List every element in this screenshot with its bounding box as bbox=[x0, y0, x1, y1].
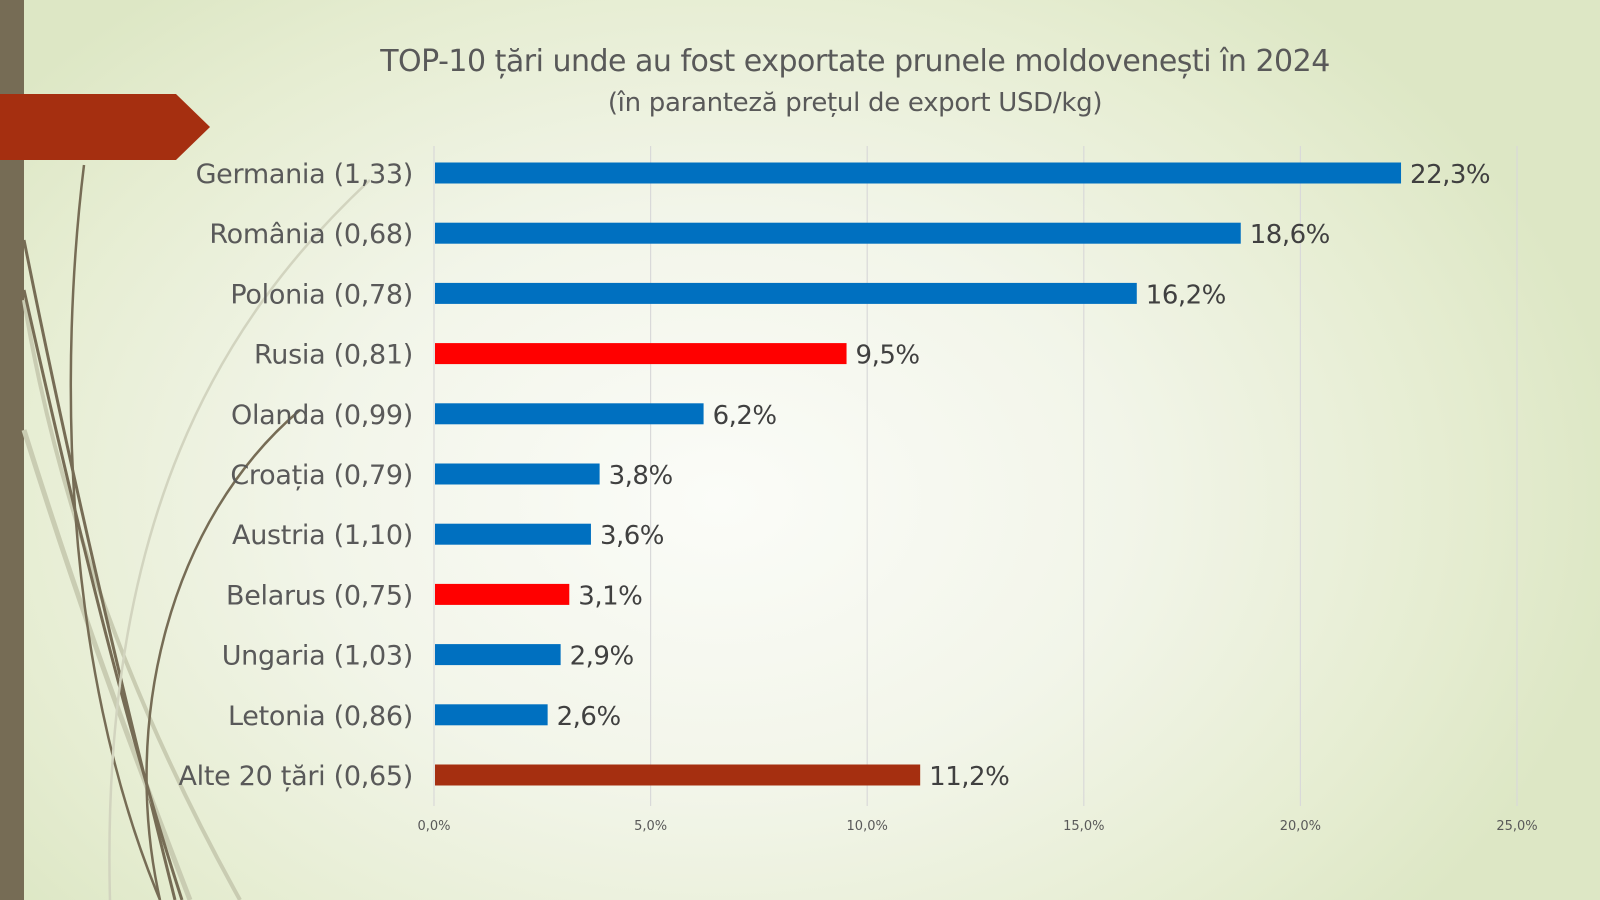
data-label: 6,2% bbox=[713, 401, 777, 431]
bar bbox=[435, 583, 570, 605]
bars bbox=[435, 162, 1402, 786]
category-label: Belarus (0,75) bbox=[226, 580, 413, 611]
bar bbox=[435, 463, 600, 485]
x-axis-ticks: 0,0% 5,0% 10,0% 15,0% 20,0% 25,0% bbox=[417, 819, 1537, 834]
x-tick-label: 15,0% bbox=[1063, 819, 1104, 834]
x-tick-label: 25,0% bbox=[1496, 819, 1537, 834]
category-label: Letonia (0,86) bbox=[228, 701, 413, 732]
category-label: Germania (1,33) bbox=[196, 159, 413, 190]
category-label: Olanda (0,99) bbox=[231, 400, 413, 431]
x-tick-label: 20,0% bbox=[1280, 819, 1321, 834]
category-labels: Germania (1,33) România (0,68) Polonia (0,… bbox=[179, 159, 414, 792]
data-label: 3,6% bbox=[600, 521, 664, 551]
category-label: Ungaria (1,03) bbox=[222, 641, 413, 672]
category-label: Polonia (0,78) bbox=[230, 279, 413, 310]
bar bbox=[435, 704, 548, 726]
decorative-curves bbox=[21, 164, 371, 900]
chart-subtitle: (în paranteză prețul de export USD/kg) bbox=[607, 88, 1103, 118]
deco-curve-light-3 bbox=[108, 179, 371, 900]
data-label: 18,6% bbox=[1250, 220, 1330, 250]
deco-curve-dark-4 bbox=[145, 409, 301, 900]
grid-lines bbox=[433, 146, 1518, 806]
data-label: 2,9% bbox=[570, 642, 634, 672]
bar bbox=[435, 403, 704, 425]
category-label: Rusia (0,81) bbox=[254, 340, 413, 371]
bar bbox=[435, 222, 1241, 244]
data-label: 11,2% bbox=[929, 762, 1009, 792]
data-label: 22,3% bbox=[1410, 160, 1490, 190]
value-labels: 22,3% 18,6% 16,2% 9,5% 6,2% 3,8% 3,6% 3,1% 2,9% 2… bbox=[557, 160, 1491, 792]
data-label: 9,5% bbox=[856, 341, 920, 371]
data-label: 3,8% bbox=[609, 461, 673, 491]
category-label: Croația (0,79) bbox=[230, 460, 413, 491]
category-label: România (0,68) bbox=[209, 219, 413, 250]
deco-curve-light-2 bbox=[21, 429, 193, 900]
bar bbox=[435, 343, 847, 365]
category-label: Austria (1,10) bbox=[232, 520, 413, 551]
deco-curve-light-1 bbox=[22, 299, 242, 900]
bar bbox=[435, 523, 591, 545]
bar bbox=[435, 162, 1402, 184]
x-tick-label: 0,0% bbox=[417, 819, 450, 834]
data-label: 2,6% bbox=[557, 702, 621, 732]
category-label: Alte 20 țări (0,65) bbox=[179, 761, 414, 792]
deco-curve-dark-3 bbox=[22, 289, 184, 900]
x-tick-label: 10,0% bbox=[847, 819, 888, 834]
bar bbox=[435, 644, 561, 666]
x-tick-label: 5,0% bbox=[634, 819, 667, 834]
bar bbox=[435, 764, 921, 786]
accent-arrow-banner bbox=[0, 94, 210, 160]
bar bbox=[435, 282, 1137, 304]
data-label: 16,2% bbox=[1146, 280, 1226, 310]
chart-title: TOP-10 țări unde au fost exportate prune… bbox=[380, 44, 1330, 79]
data-label: 3,1% bbox=[578, 581, 642, 611]
